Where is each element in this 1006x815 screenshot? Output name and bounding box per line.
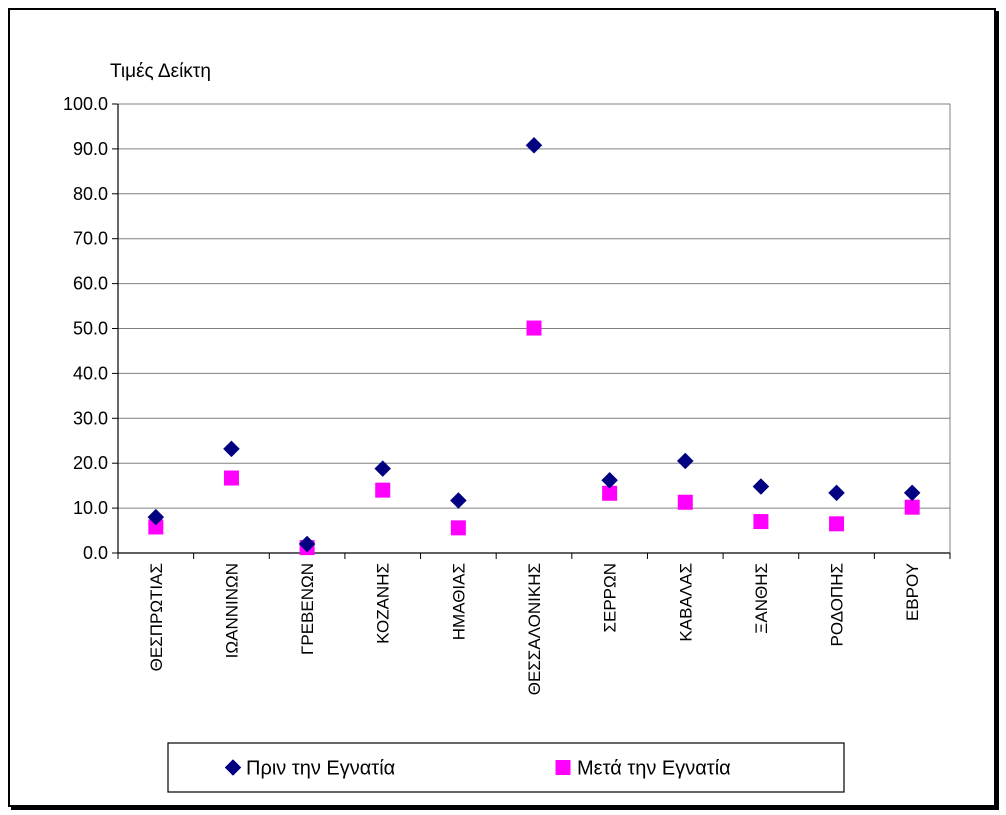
chart-svg: Τιμές Δείκτη 0.0 10.0 20.0 30.0 40.0 50.0 60.0…	[63, 61, 951, 793]
data-point-before	[676, 452, 694, 470]
y-tick-label: 80.0	[73, 184, 108, 204]
y-tick-label: 0.0	[83, 543, 108, 563]
data-point-before	[147, 508, 165, 526]
y-tick-label: 100.0	[63, 94, 108, 114]
data-point-after	[375, 482, 391, 498]
x-tick-label: ΕΒΡΟΥ	[903, 563, 922, 621]
legend-marker-after	[555, 760, 571, 775]
x-tick-label: ΞΑΝΘΗΣ	[752, 563, 771, 634]
chart-frame: Τιμές Δείκτη 0.0 10.0 20.0 30.0 40.0 50.0 60.0…	[8, 8, 996, 807]
x-tick-label: ΘΕΣΠΡΩΤΙΑΣ	[147, 563, 166, 671]
x-tick-label: ΚΑΒΑΛΑΣ	[676, 563, 695, 642]
data-point-after	[829, 516, 845, 532]
data-point-after	[526, 320, 542, 336]
data-point-before	[223, 440, 240, 458]
data-point-after	[753, 514, 769, 530]
y-tick-label: 20.0	[73, 453, 108, 473]
y-tick-label: 60.0	[73, 274, 108, 294]
x-tick-label: ΙΩΑΝΝΙΝΩΝ	[222, 563, 241, 658]
data-point-before	[903, 484, 921, 502]
data-point-after	[602, 485, 618, 501]
y-tick-label: 70.0	[73, 229, 108, 249]
y-axis-label: Τιμές Δείκτη	[110, 61, 211, 82]
y-tick-label: 30.0	[73, 408, 108, 428]
y-tick-label: 40.0	[73, 363, 108, 383]
data-point-after	[450, 520, 466, 536]
data-point-before	[828, 484, 845, 502]
x-tick-label: ΓΡΕΒΕΝΩΝ	[298, 563, 317, 655]
y-tick-label: 90.0	[73, 139, 108, 159]
legend-label-before: Πριν την Εγνατία	[246, 758, 395, 780]
y-tick-label: 10.0	[73, 498, 108, 518]
data-point-before	[752, 478, 770, 495]
x-tick-label: ΣΕΡΡΩΝ	[601, 563, 620, 633]
x-tick-label: ΚΟΖΑΝΗΣ	[374, 563, 393, 644]
data-point-before	[601, 471, 618, 489]
data-point-after	[904, 499, 920, 515]
data-point-after	[223, 470, 239, 486]
x-tick-label: ΡΟΔΟΠΗΣ	[828, 563, 847, 647]
legend: Πριν την Εγνατία Μετά την Εγνατία	[167, 742, 845, 793]
data-point-before	[450, 492, 467, 509]
y-tick-label: 50.0	[73, 319, 108, 339]
data-point-before	[525, 136, 543, 154]
data-point-before	[298, 535, 316, 553]
legend-marker-before	[224, 759, 242, 776]
x-tick-label: ΗΜΑΘΙΑΣ	[449, 563, 468, 640]
x-tick-label: ΘΕΣΣΑΛΟΝΙΚΗΣ	[525, 563, 544, 695]
plot-area: 0.0 10.0 20.0 30.0 40.0 50.0 60.0 70.0 80.0 90.0 1…	[63, 94, 951, 695]
legend-label-after: Μετά την Εγνατία	[577, 758, 731, 780]
data-point-before	[374, 460, 392, 477]
data-point-after	[677, 494, 693, 510]
data-point-after	[148, 519, 164, 535]
legend-box	[167, 742, 845, 793]
